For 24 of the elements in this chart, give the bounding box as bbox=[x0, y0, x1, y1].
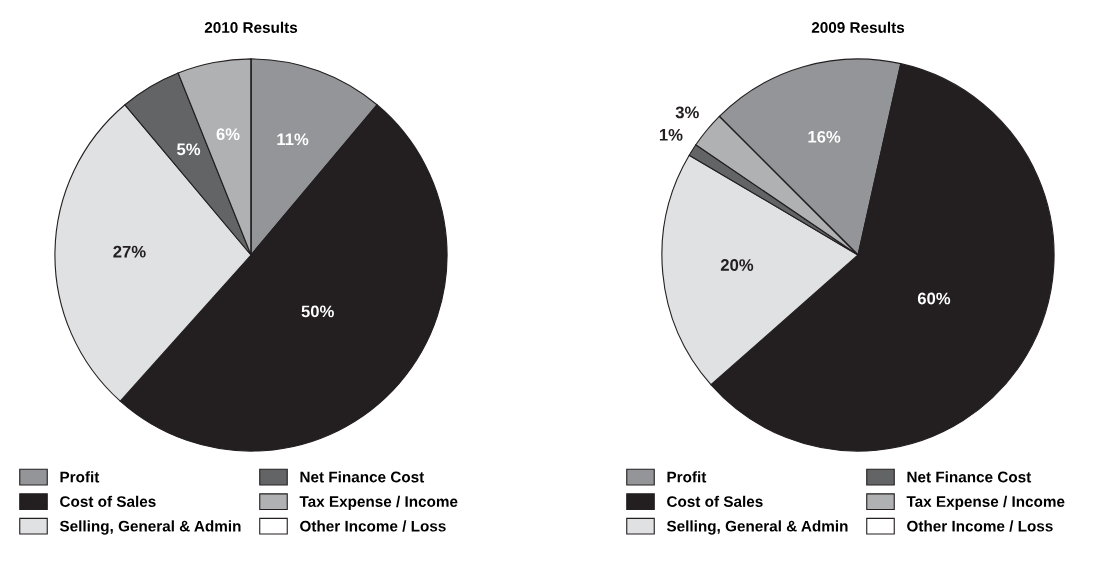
legend-label: Cost of Sales bbox=[60, 495, 156, 507]
data-label: 6% bbox=[216, 128, 240, 141]
data-label: 27% bbox=[113, 245, 146, 258]
data-label: 11% bbox=[277, 133, 309, 146]
legend-label: Profit bbox=[60, 471, 100, 483]
data-label: 3% bbox=[675, 106, 699, 119]
data-label: 1% bbox=[659, 128, 683, 141]
legend-label: Tax Expense / Income bbox=[299, 495, 458, 510]
legend-label: Tax Expense / Income bbox=[906, 495, 1065, 510]
legend-label: Profit bbox=[667, 471, 707, 483]
legend-label: Net Finance Cost bbox=[907, 471, 1032, 483]
data-label: 50% bbox=[301, 305, 334, 318]
data-label: 5% bbox=[177, 143, 201, 156]
legend-label: Selling, General & Admin bbox=[666, 520, 848, 535]
legend-label: Net Finance Cost bbox=[300, 471, 425, 483]
legend-label: Other Income / Loss bbox=[907, 520, 1053, 532]
legend-label: Cost of Sales bbox=[667, 495, 763, 507]
data-label: 16% bbox=[808, 130, 841, 143]
chart-title: 2009 Results bbox=[811, 21, 905, 33]
legend-label: Other Income / Loss bbox=[300, 520, 446, 532]
legend-label: Selling, General & Admin bbox=[59, 520, 241, 535]
data-label: 60% bbox=[917, 292, 951, 305]
data-label: 20% bbox=[720, 259, 754, 271]
chart-title: 2010 Results bbox=[204, 21, 298, 33]
